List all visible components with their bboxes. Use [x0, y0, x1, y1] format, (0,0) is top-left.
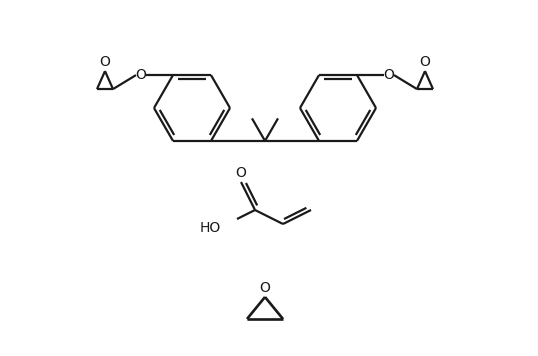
Text: O: O: [136, 68, 146, 82]
Text: O: O: [420, 55, 430, 69]
Text: HO: HO: [200, 221, 221, 235]
Text: O: O: [259, 281, 271, 295]
Text: O: O: [100, 55, 110, 69]
Text: O: O: [236, 166, 246, 180]
Text: O: O: [384, 68, 394, 82]
